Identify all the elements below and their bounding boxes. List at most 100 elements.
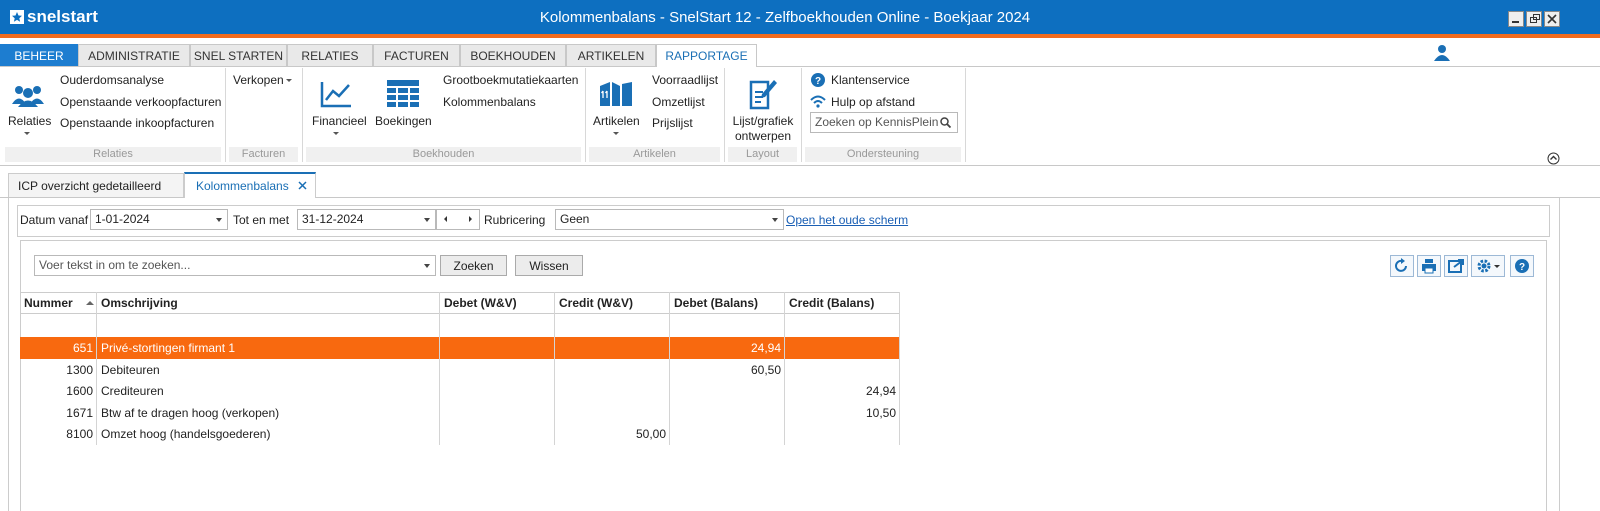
refresh-button[interactable] — [1390, 255, 1414, 277]
filter-label: Datum vanaf — [20, 213, 89, 227]
title-bar — [0, 0, 1600, 34]
financieel-icon[interactable] — [320, 80, 352, 108]
column-line — [439, 292, 440, 445]
grid-panel — [20, 240, 1547, 511]
rubricering[interactable]: Geen — [555, 209, 784, 230]
menu-tab[interactable]: ARTIKELEN — [566, 44, 656, 66]
export-icon — [1448, 259, 1464, 273]
date-to-value: 31-12-2024 — [302, 212, 364, 226]
menu-tab[interactable]: RAPPORTAGE — [656, 44, 757, 67]
menu-tab[interactable]: ADMINISTRATIE — [78, 44, 190, 66]
menu-tab[interactable]: SNEL STARTEN — [190, 44, 287, 66]
ribbon-button[interactable]: Boekingen — [375, 114, 432, 128]
table-cell: 60,50 — [750, 362, 781, 377]
clear-button[interactable]: Wissen — [515, 255, 583, 276]
collapse-ribbon[interactable] — [1547, 152, 1560, 165]
doc-tab[interactable]: ICP overzicht gedetailleerd — [8, 173, 184, 197]
column-header[interactable]: Nummer — [24, 296, 73, 310]
column-line — [96, 292, 97, 445]
filter-label: Rubricering — [484, 213, 546, 227]
ribbon-item[interactable]: Kolommenbalans — [443, 95, 536, 109]
layout-icon[interactable] — [748, 76, 778, 110]
group-label: Ondersteuning — [805, 147, 961, 162]
print-icon — [1422, 259, 1436, 274]
old-screen-link[interactable]: Open het oude scherm — [786, 213, 909, 227]
wifi-icon — [810, 95, 826, 108]
table-cell: 651 — [72, 341, 93, 355]
separator — [801, 68, 802, 162]
search-input[interactable]: Voer tekst in om te zoeken... — [34, 255, 436, 276]
column-line — [669, 292, 670, 445]
print-button[interactable] — [1417, 255, 1441, 277]
logo-icon — [10, 10, 24, 24]
ribbon-button[interactable]: Relaties — [8, 114, 52, 128]
column-line — [554, 292, 555, 445]
user-icon[interactable] — [1434, 44, 1450, 62]
group-label: Boekhouden — [306, 147, 581, 162]
help-button[interactable]: ? — [1510, 255, 1534, 277]
table-cell: 24,94 — [865, 384, 896, 399]
ribbon-item[interactable]: Openstaande verkoopfacturen — [60, 95, 222, 109]
ribbon-item[interactable]: Hulp op afstand — [831, 95, 916, 109]
boekingen-icon[interactable] — [387, 80, 419, 108]
doc-tab-active[interactable]: Kolommenbalans — [184, 172, 316, 198]
ribbon-button[interactable]: Artikelen — [593, 114, 640, 128]
column-header[interactable]: Debet (W&V) — [444, 296, 517, 310]
refresh-icon — [1395, 258, 1407, 272]
settings-button[interactable] — [1471, 255, 1505, 277]
logo: snelstart — [27, 7, 98, 26]
column-header[interactable]: Debet (Balans) — [674, 296, 759, 310]
artikelen-icon[interactable] — [600, 80, 632, 108]
ribbon-item[interactable]: Grootboekmutatiekaarten — [443, 73, 579, 87]
ribbon-item[interactable]: Ouderdomsanalyse — [60, 73, 165, 87]
ribbon-item[interactable]: Openstaande inkoopfacturen — [60, 116, 215, 130]
selected-row — [20, 337, 900, 359]
ribbon-item[interactable]: Verkopen — [233, 73, 284, 87]
column-line — [784, 292, 785, 445]
export-button[interactable] — [1444, 255, 1468, 277]
menu-tab[interactable]: BEHEER — [0, 44, 78, 66]
ribbon-button[interactable]: Lijst/grafiek ontwerpen — [732, 114, 794, 143]
period-nav[interactable] — [436, 209, 480, 230]
table-cell: 8100 — [66, 427, 93, 442]
date-to[interactable]: 31-12-2024 — [297, 209, 436, 230]
menu-tab[interactable]: RELATIES — [287, 44, 373, 66]
ribbon-item[interactable]: Omzetlijst — [652, 95, 705, 109]
help-icon: ? — [811, 73, 825, 87]
table-cell: 1300 — [66, 362, 93, 377]
window-title: Kolommenbalans - SnelStart 12 - Zelfboek… — [539, 9, 1031, 26]
relaties-icon[interactable] — [10, 84, 46, 108]
ribbon-button[interactable]: Financieel — [312, 114, 367, 128]
column-header[interactable]: Omschrijving — [101, 296, 178, 310]
column-header[interactable]: Credit (W&V) — [559, 296, 633, 310]
separator — [302, 68, 303, 162]
column-header[interactable]: Credit (Balans) — [789, 296, 875, 310]
separator — [724, 68, 725, 162]
column-line — [899, 292, 900, 445]
table-cell: Debiteuren — [101, 362, 160, 377]
table-cell: Crediteuren — [101, 384, 164, 399]
ribbon-item[interactable]: Prijslijst — [652, 116, 693, 130]
svg-text:?: ? — [1519, 262, 1525, 273]
search-button[interactable]: Zoeken — [440, 255, 507, 276]
dropdown-arrow — [613, 132, 619, 135]
search-placeholder: Voer tekst in om te zoeken... — [39, 258, 191, 272]
table-cell: Privé-stortingen firmant 1 — [101, 341, 236, 355]
menu-tab[interactable]: BOEKHOUDEN — [460, 44, 566, 66]
table-cell: Btw af te dragen hoog (verkopen) — [101, 405, 280, 420]
separator — [965, 68, 966, 162]
kennisplein-search[interactable]: Zoeken op KennisPlein — [810, 112, 958, 133]
ribbon-item[interactable]: Klantenservice — [831, 73, 910, 87]
group-label: Artikelen — [589, 147, 720, 162]
filter-label: Tot en met — [233, 213, 290, 227]
close-tab[interactable] — [298, 181, 307, 190]
menu-tab[interactable]: FACTUREN — [373, 44, 460, 66]
accent-stripe — [0, 34, 1600, 38]
rubricering-value: Geen — [560, 212, 590, 226]
search-icon — [940, 117, 951, 128]
ribbon-item[interactable]: Voorraadlijst — [652, 73, 719, 87]
window-controls[interactable] — [1508, 11, 1596, 27]
table-cell: 1671 — [66, 405, 93, 420]
date-from[interactable]: 1-01-2024 — [90, 209, 228, 230]
